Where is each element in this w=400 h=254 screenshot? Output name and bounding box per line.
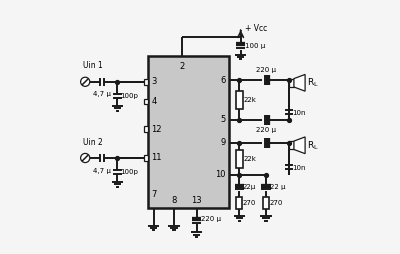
Text: 3: 3 — [152, 77, 157, 86]
Text: 4: 4 — [152, 97, 157, 106]
Text: 22 μ: 22 μ — [270, 184, 285, 190]
Text: + Vcc: + Vcc — [245, 24, 267, 33]
Text: 5: 5 — [220, 115, 226, 124]
Text: 22μ: 22μ — [243, 184, 256, 190]
Text: Uin 2: Uin 2 — [83, 138, 102, 147]
Text: 7: 7 — [152, 190, 157, 199]
Polygon shape — [294, 74, 305, 91]
Text: 11: 11 — [152, 153, 162, 163]
Text: 4,7 μ: 4,7 μ — [93, 91, 111, 98]
Text: 6: 6 — [220, 76, 226, 85]
Bar — [263, 197, 269, 209]
Bar — [144, 126, 148, 132]
Bar — [289, 79, 294, 87]
Text: 270: 270 — [243, 200, 256, 206]
Text: 13: 13 — [191, 196, 202, 205]
Text: 220 μ: 220 μ — [256, 67, 276, 73]
Polygon shape — [294, 137, 305, 154]
Bar — [236, 91, 243, 109]
Text: 100p: 100p — [120, 169, 138, 175]
Text: 10n: 10n — [292, 110, 306, 116]
Text: R$_\mathsf{L}$: R$_\mathsf{L}$ — [307, 139, 318, 152]
Text: 22k: 22k — [244, 97, 257, 103]
Text: Uin 1: Uin 1 — [83, 61, 102, 70]
Text: 2: 2 — [180, 62, 185, 71]
Bar — [144, 79, 148, 85]
Bar — [236, 150, 243, 168]
Text: 270: 270 — [270, 200, 283, 206]
Text: 10: 10 — [215, 170, 226, 179]
Text: R$_\mathsf{L}$: R$_\mathsf{L}$ — [307, 76, 318, 89]
Text: 9: 9 — [220, 138, 226, 147]
Text: 10n: 10n — [292, 165, 306, 171]
Text: 100p: 100p — [120, 93, 138, 99]
Text: 12: 12 — [152, 124, 162, 134]
Text: 4,7 μ: 4,7 μ — [93, 168, 111, 174]
Bar — [236, 197, 242, 209]
Bar — [144, 155, 148, 161]
Circle shape — [81, 77, 90, 86]
Text: 100 μ: 100 μ — [245, 43, 266, 49]
Text: 220 μ: 220 μ — [256, 127, 276, 133]
Text: 8: 8 — [171, 196, 177, 205]
Text: 220 μ: 220 μ — [201, 216, 221, 223]
Text: 22k: 22k — [244, 156, 257, 162]
Circle shape — [81, 153, 90, 163]
Bar — [148, 56, 229, 208]
Bar — [144, 99, 148, 104]
Bar — [289, 141, 294, 149]
